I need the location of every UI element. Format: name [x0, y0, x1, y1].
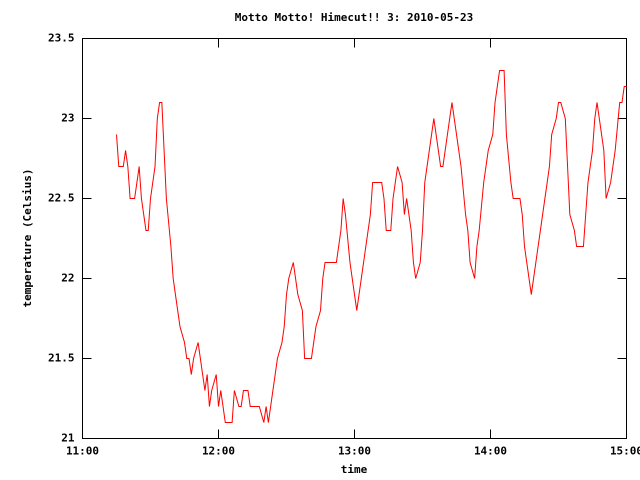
y-tick-label: 21 [61, 432, 75, 445]
plot-border [82, 38, 627, 439]
data-line [116, 70, 627, 423]
chart-title: Motto Motto! Himecut!! 3: 2010-05-23 [235, 11, 473, 24]
y-tick-label: 22.5 [48, 192, 75, 205]
y-tick-label: 23.5 [48, 32, 75, 45]
y-tick-label: 22 [61, 272, 74, 285]
y-tick-label: 23 [61, 112, 74, 125]
x-tick-label: 12:00 [202, 445, 235, 458]
y-axis-label: temperature (Celsius) [21, 168, 34, 307]
x-tick-label: 13:00 [338, 445, 371, 458]
x-tick-label: 11:00 [66, 445, 99, 458]
y-tick-label: 21.5 [48, 352, 75, 365]
x-tick-label: 15:00 [610, 445, 640, 458]
x-tick-label: 14:00 [474, 445, 507, 458]
x-axis-label: time [341, 463, 368, 476]
